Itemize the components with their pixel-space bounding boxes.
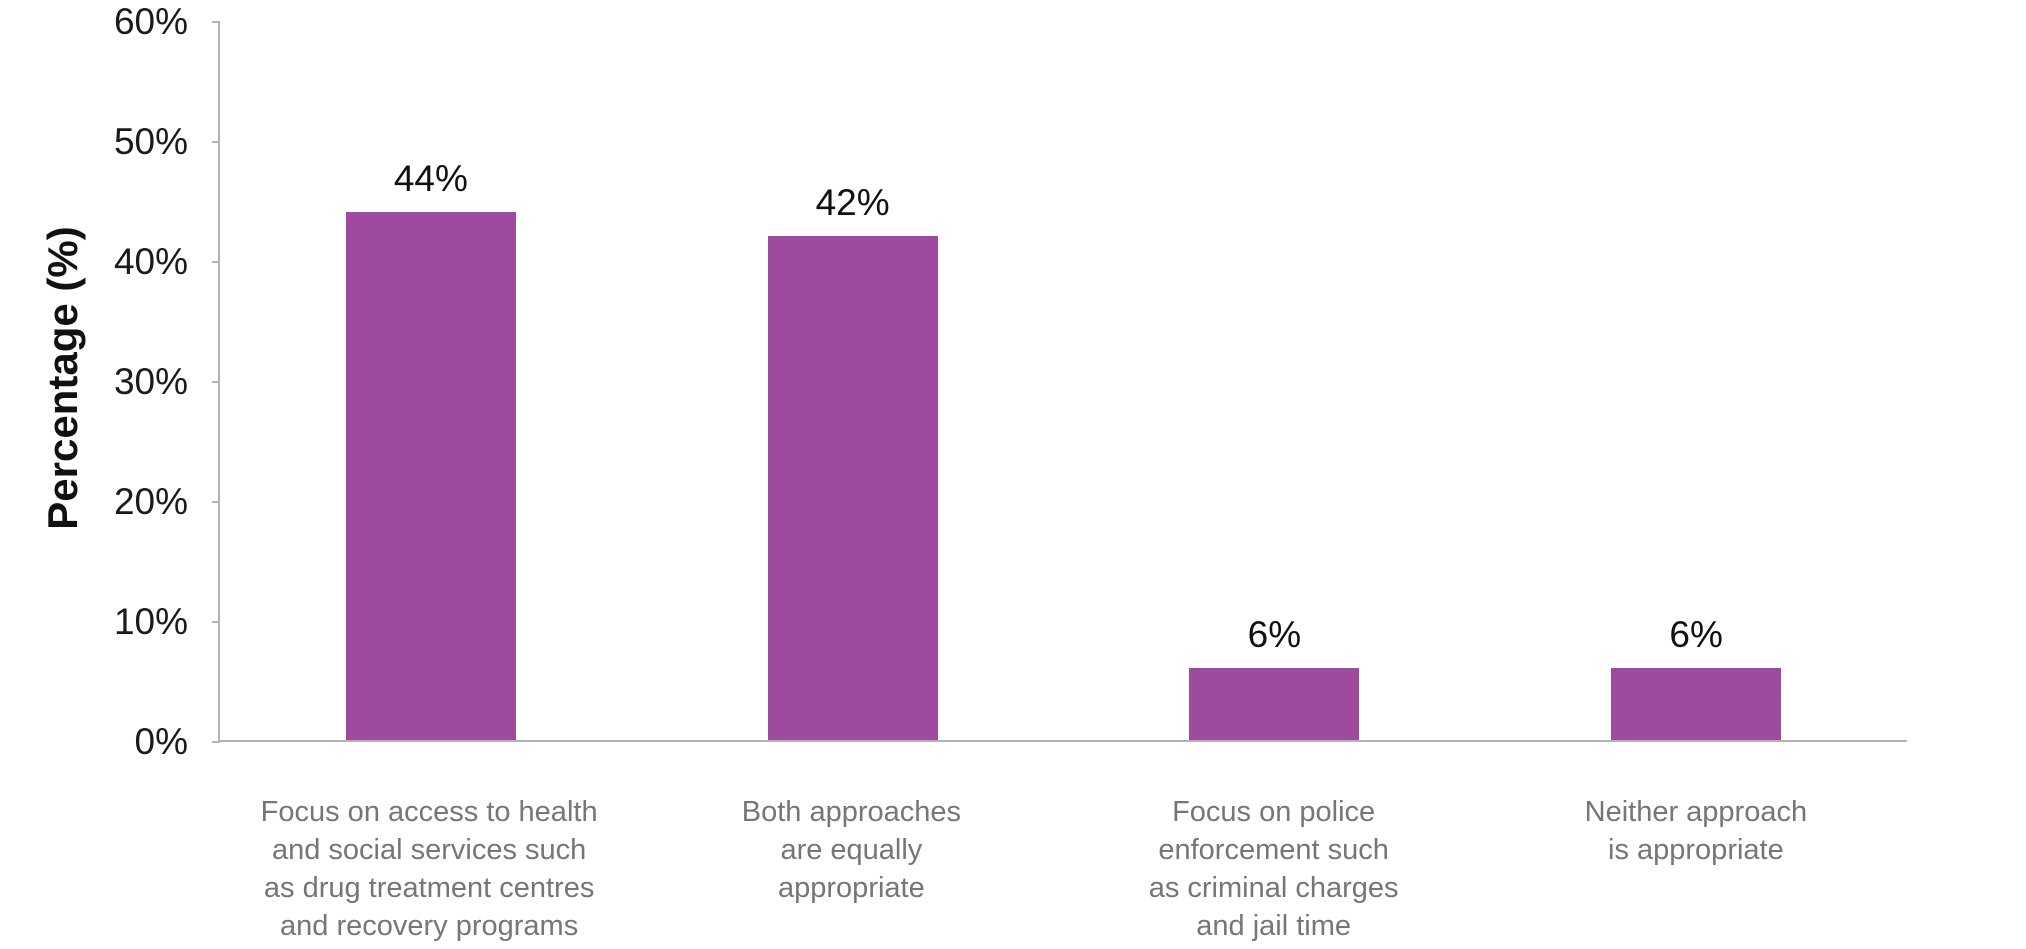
y-tick-mark [212,501,220,503]
y-tick-label: 20% [113,481,188,522]
bar-slot: 42% [642,22,1064,740]
x-category-label: Both approaches are equally appropriate [741,796,962,904]
y-tick-label: 10% [113,601,188,642]
bar [767,236,938,740]
y-tick-mark [212,621,220,623]
y-tick-mark [212,741,220,743]
bar [1611,668,1782,740]
plot-area: 0% 10% 20% 30% 40% 50% 60% 44% 42% 6% 6% [114,1,1907,762]
y-tick-mark [212,261,220,263]
bar-slot: 6% [1485,22,1907,740]
x-category-label: Focus on access to health and social ser… [260,796,598,942]
bar [1189,668,1360,740]
x-category-label: Focus on police enforcement such as crim… [1148,796,1399,942]
y-tick-mark [212,381,220,383]
y-tick-label: 30% [113,361,188,402]
bar-value-label: 6% [1247,614,1302,655]
y-axis-title: Percentage (%) [39,226,86,530]
bar-value-label: 42% [815,182,890,223]
bar-value-label: 44% [393,158,468,199]
bar-slot: 6% [1064,22,1486,740]
y-tick-label: 60% [113,1,188,42]
y-tick-label: 50% [113,121,188,162]
y-tick-label: 0% [134,721,188,762]
y-tick-label: 40% [113,241,188,282]
y-tick-mark [212,141,220,143]
y-tick-mark [212,21,220,23]
bar-slot: 44% [220,22,642,740]
x-category-label: Neither approach is appropriate [1584,796,1808,866]
bar-value-label: 6% [1669,614,1723,655]
bar [345,212,516,740]
x-axis-labels: Focus on access to health and social ser… [218,793,1907,949]
